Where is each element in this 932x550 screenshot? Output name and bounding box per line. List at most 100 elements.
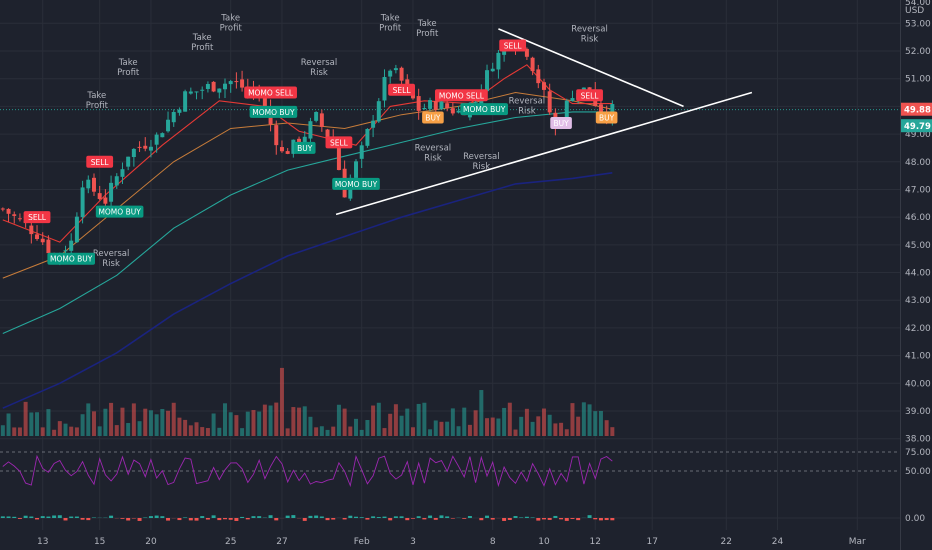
histogram-bar [223, 518, 227, 520]
volume-bar [257, 411, 262, 436]
second-price-badge [901, 119, 932, 133]
volume-bar [200, 427, 205, 436]
time-tick-label: 3 [410, 537, 416, 547]
histogram-pane [0, 515, 900, 521]
volume-bar [445, 421, 450, 436]
candle-body [388, 70, 393, 77]
histogram-bar [154, 515, 159, 518]
histogram-bar [422, 518, 427, 520]
signal-box [388, 83, 415, 96]
candle-body [279, 147, 284, 152]
candle-body [587, 87, 592, 91]
candle-body [570, 98, 575, 101]
volume-bar [479, 390, 484, 436]
volume-bar [52, 429, 57, 436]
annotation-text: Take Profit [379, 14, 402, 34]
volume-bar [536, 416, 541, 436]
signal-label: BUY [599, 113, 615, 122]
candle-body [211, 81, 216, 92]
annotation-line: Take [220, 14, 240, 24]
candle-body [564, 100, 569, 121]
annotation-line: Risk [424, 154, 442, 164]
candle-body [223, 83, 227, 90]
histogram-bar [126, 518, 131, 521]
volume-bar [143, 408, 148, 436]
volume-bar [63, 423, 68, 436]
histogram-bar [17, 518, 22, 519]
signal-box [434, 89, 488, 102]
trendlines[interactable] [335, 28, 753, 216]
annotation-line: Reversal [301, 58, 338, 68]
histogram-bar [302, 518, 307, 521]
histogram-bar [519, 517, 524, 518]
histogram-bar [376, 517, 381, 518]
histogram-bar [416, 516, 421, 518]
histogram-bar [12, 516, 17, 518]
signal-box [47, 252, 96, 265]
time-axis[interactable]: 13 15 20 25 27 Feb 3 8 10 12 17 22 24 Mar [37, 537, 866, 547]
annotation-text: Take Profit [86, 91, 109, 111]
volume-bar [126, 423, 131, 436]
volume-bar [513, 429, 518, 436]
volume-bar [0, 425, 5, 436]
volume-bar [587, 404, 592, 436]
volume-bar [519, 416, 524, 436]
volume-bar [428, 429, 433, 436]
signal-box [422, 111, 444, 124]
annotation-line: Reversal [463, 152, 500, 162]
volume-bar [29, 412, 34, 436]
volume-bar [382, 428, 387, 436]
histogram-bar [268, 515, 273, 518]
histogram-bar [462, 518, 467, 519]
signal-label: MOMO BUY [98, 208, 141, 217]
volume-bar [188, 425, 193, 436]
histogram-bar [570, 518, 575, 519]
candle-body [234, 81, 239, 83]
candle-body [86, 179, 91, 189]
volume-bar [365, 420, 370, 436]
volume-bar [137, 421, 142, 436]
histogram-bar [587, 515, 592, 518]
volume-bar [160, 408, 165, 436]
histogram-bar [399, 516, 404, 518]
histogram-bar [553, 515, 558, 518]
volume-bar [547, 414, 552, 436]
volume-bar [348, 426, 353, 436]
signal-label: MOMO BUY [335, 180, 378, 189]
volume-bar [211, 413, 216, 436]
price-axis[interactable]: USD 54.00 38.00 39.00 40.00 41.00 42.00 43.00… [901, 0, 932, 524]
signal-labels: SELL SELL MOMO SELL SELL SELL MOMO SELL SELL SE… [23, 39, 618, 265]
candle-body [336, 147, 341, 171]
signal-box [595, 111, 618, 124]
histogram-bar [576, 518, 581, 521]
price-tick-label: 49.00 [905, 130, 931, 140]
candle-body [97, 193, 102, 199]
sma-long-line [2, 172, 613, 409]
candle-body [35, 234, 40, 240]
histogram-bar [445, 516, 450, 518]
candle-body [473, 101, 478, 103]
volume-bar [12, 427, 17, 436]
volume-bar [581, 402, 586, 436]
histogram-bar [365, 518, 370, 520]
candle-body [12, 214, 17, 216]
volume-bar [314, 427, 319, 436]
ema-fast-line [2, 64, 613, 243]
candle-body [393, 68, 398, 71]
candle-body [439, 101, 444, 110]
histogram-bar [348, 515, 353, 518]
candle-body [325, 129, 330, 139]
histogram-bar [52, 515, 57, 518]
histogram-bar [291, 515, 296, 518]
histogram-bar [205, 518, 210, 520]
volume-bar [86, 403, 91, 436]
candle-body [376, 101, 381, 122]
histogram-bar [598, 518, 603, 521]
volume-bar [524, 408, 529, 436]
volume-bar [502, 407, 507, 436]
annotation-line: Risk [102, 259, 120, 269]
ema-slow-line [2, 111, 613, 335]
volume-bar [610, 427, 615, 436]
